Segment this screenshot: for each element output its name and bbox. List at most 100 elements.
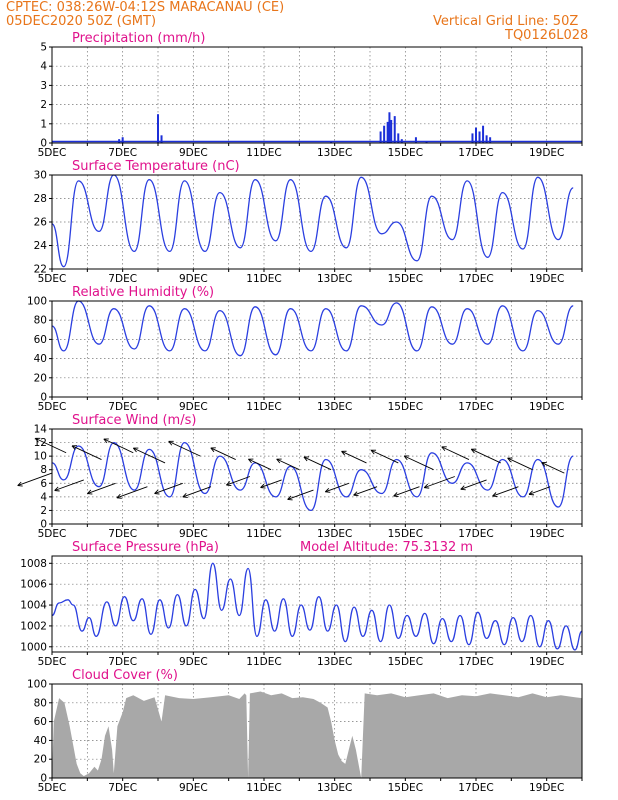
wind-arrow: [393, 486, 420, 497]
temperature-xtick-label: 7DEC: [108, 273, 137, 285]
wind-arrow: [276, 458, 300, 471]
precipitation-bar: [386, 121, 389, 143]
humidity-ytick-label: 100: [27, 296, 47, 308]
temperature-panel: 22 24 26 28 30 5DEC 7DEC 9DEC 11DEC 13DEC 15DEC 17D…: [34, 159, 583, 285]
wind-arrow-head: [226, 481, 231, 486]
cloud-cover-xtick-label: 5DEC: [38, 782, 67, 794]
precipitation-bar: [482, 125, 485, 143]
wind-title: Surface Wind (m/s): [72, 413, 196, 428]
precipitation-bar: [157, 114, 159, 143]
wind-arrow: [260, 479, 282, 489]
wind-arrow: [133, 447, 166, 464]
wind-arrow: [103, 438, 134, 454]
precipitation-xtick-label: 9DEC: [179, 147, 208, 159]
wind-arrow-head: [325, 491, 331, 493]
temperature-ytick-label: 28: [34, 193, 47, 205]
wind-arrow-head: [182, 493, 187, 498]
wind-arrow-head: [324, 487, 330, 493]
humidity-title: Relative Humidity (%): [72, 285, 214, 300]
cloud-cover-ytick-label: 40: [34, 735, 47, 747]
wind-xtick-label: 9DEC: [179, 528, 208, 540]
wind-arrow-head: [248, 458, 252, 464]
temperature-ytick-label: 30: [34, 170, 47, 182]
precipitation-bar: [121, 137, 124, 143]
wind-arrow: [353, 486, 378, 496]
wind-arrow-head: [341, 451, 346, 456]
precipitation-bar: [388, 112, 391, 143]
temperature-ytick-label: 26: [34, 217, 48, 229]
temperature-xtick-label: 13DEC: [317, 273, 352, 285]
cloud-cover-ytick-label: 80: [34, 697, 47, 709]
wind-xtick-label: 5DEC: [38, 528, 67, 540]
wind-arrow-head: [353, 494, 359, 497]
humidity-line: [51, 300, 574, 357]
temperature-title: Surface Temperature (nC): [72, 159, 240, 174]
cloud-cover-xtick-label: 11DEC: [246, 782, 281, 794]
wind-ytick-label: 6: [40, 478, 47, 490]
wind-arrow-head: [87, 493, 93, 495]
precipitation-xtick-label: 15DEC: [388, 147, 423, 159]
wind-ytick-label: 4: [40, 491, 47, 503]
cloud-cover-title: Cloud Cover (%): [72, 668, 178, 683]
temperature-xtick-label: 19DEC: [529, 273, 564, 285]
precipitation-panel: 0 1 2 3 4 5 5DEC 7DEC 9DEC 11DEC 13DEC 15DEC 17DEC 19…: [38, 31, 583, 159]
wind-arrow: [17, 472, 53, 487]
wind-arrow: [71, 445, 102, 460]
wind-arrow-head: [116, 493, 121, 499]
wind-arrow-head: [529, 493, 535, 496]
header-date: 05DEC2020 50Z (GMT): [6, 14, 157, 29]
pressure-ytick-label: 1008: [20, 558, 47, 570]
wind-arrow: [226, 476, 251, 486]
wind-arrow: [460, 479, 487, 490]
precipitation-bar: [489, 137, 492, 143]
precipitation-bar: [383, 125, 386, 143]
humidity-ytick-label: 80: [34, 315, 47, 327]
pressure-xtick-label: 19DEC: [529, 656, 564, 668]
precipitation-bar: [160, 135, 163, 143]
temperature-xtick-label: 17DEC: [458, 273, 493, 285]
humidity-ytick-label: 60: [34, 334, 47, 346]
header-model-code: TQ0126L028: [505, 28, 589, 43]
humidity-xtick-label: 9DEC: [179, 401, 208, 413]
wind-line: [51, 441, 574, 512]
wind-arrow-head: [370, 449, 375, 455]
wind-ytick-label: 8: [40, 464, 47, 476]
wind-arrow: [87, 482, 116, 494]
wind-xtick-label: 19DEC: [529, 528, 564, 540]
wind-xtick-label: 17DEC: [458, 528, 493, 540]
cloud-cover-ytick-label: 100: [27, 679, 47, 691]
temperature-line: [51, 174, 574, 268]
precipitation-bar: [485, 135, 488, 143]
wind-arrow-head: [287, 499, 293, 501]
cloud-cover-panel: 0 20 40 60 80 100 5DEC 7DEC 9DEC 11DEC 13DEC 15DEC 1…: [27, 668, 583, 794]
wind-xtick-label: 7DEC: [108, 528, 137, 540]
precipitation-title: Precipitation (mm/h): [72, 31, 205, 46]
wind-arrow-head: [424, 487, 430, 489]
wind-arrow-head: [154, 493, 160, 495]
precipitation-bar: [478, 131, 481, 143]
wind-arrow-head: [507, 457, 512, 463]
humidity-xtick-label: 11DEC: [246, 401, 281, 413]
cloud-cover-xtick-label: 17DEC: [458, 782, 493, 794]
wind-arrow-head: [403, 455, 408, 461]
pressure-xtick-label: 17DEC: [458, 656, 493, 668]
temperature-xtick-label: 15DEC: [388, 273, 423, 285]
wind-arrow-head: [210, 447, 215, 453]
pressure-annotation: Model Altitude: 75.3132 m: [300, 540, 473, 555]
humidity-xtick-label: 5DEC: [38, 401, 67, 413]
precipitation-bar: [393, 116, 396, 143]
wind-arrow: [182, 486, 212, 498]
temperature-xtick-label: 11DEC: [246, 273, 281, 285]
wind-arrow-head: [71, 445, 76, 450]
precipitation-ytick-label: 3: [40, 80, 47, 92]
wind-arrow-head: [541, 462, 546, 467]
wind-arrow: [424, 476, 455, 489]
humidity-xtick-label: 17DEC: [458, 401, 493, 413]
wind-arrow-head: [132, 447, 137, 453]
humidity-ytick-label: 0: [40, 392, 47, 404]
cloud-cover-xtick-label: 15DEC: [388, 782, 423, 794]
wind-arrow: [168, 440, 201, 457]
wind-arrow-head: [353, 491, 358, 496]
wind-arrow: [541, 462, 565, 474]
